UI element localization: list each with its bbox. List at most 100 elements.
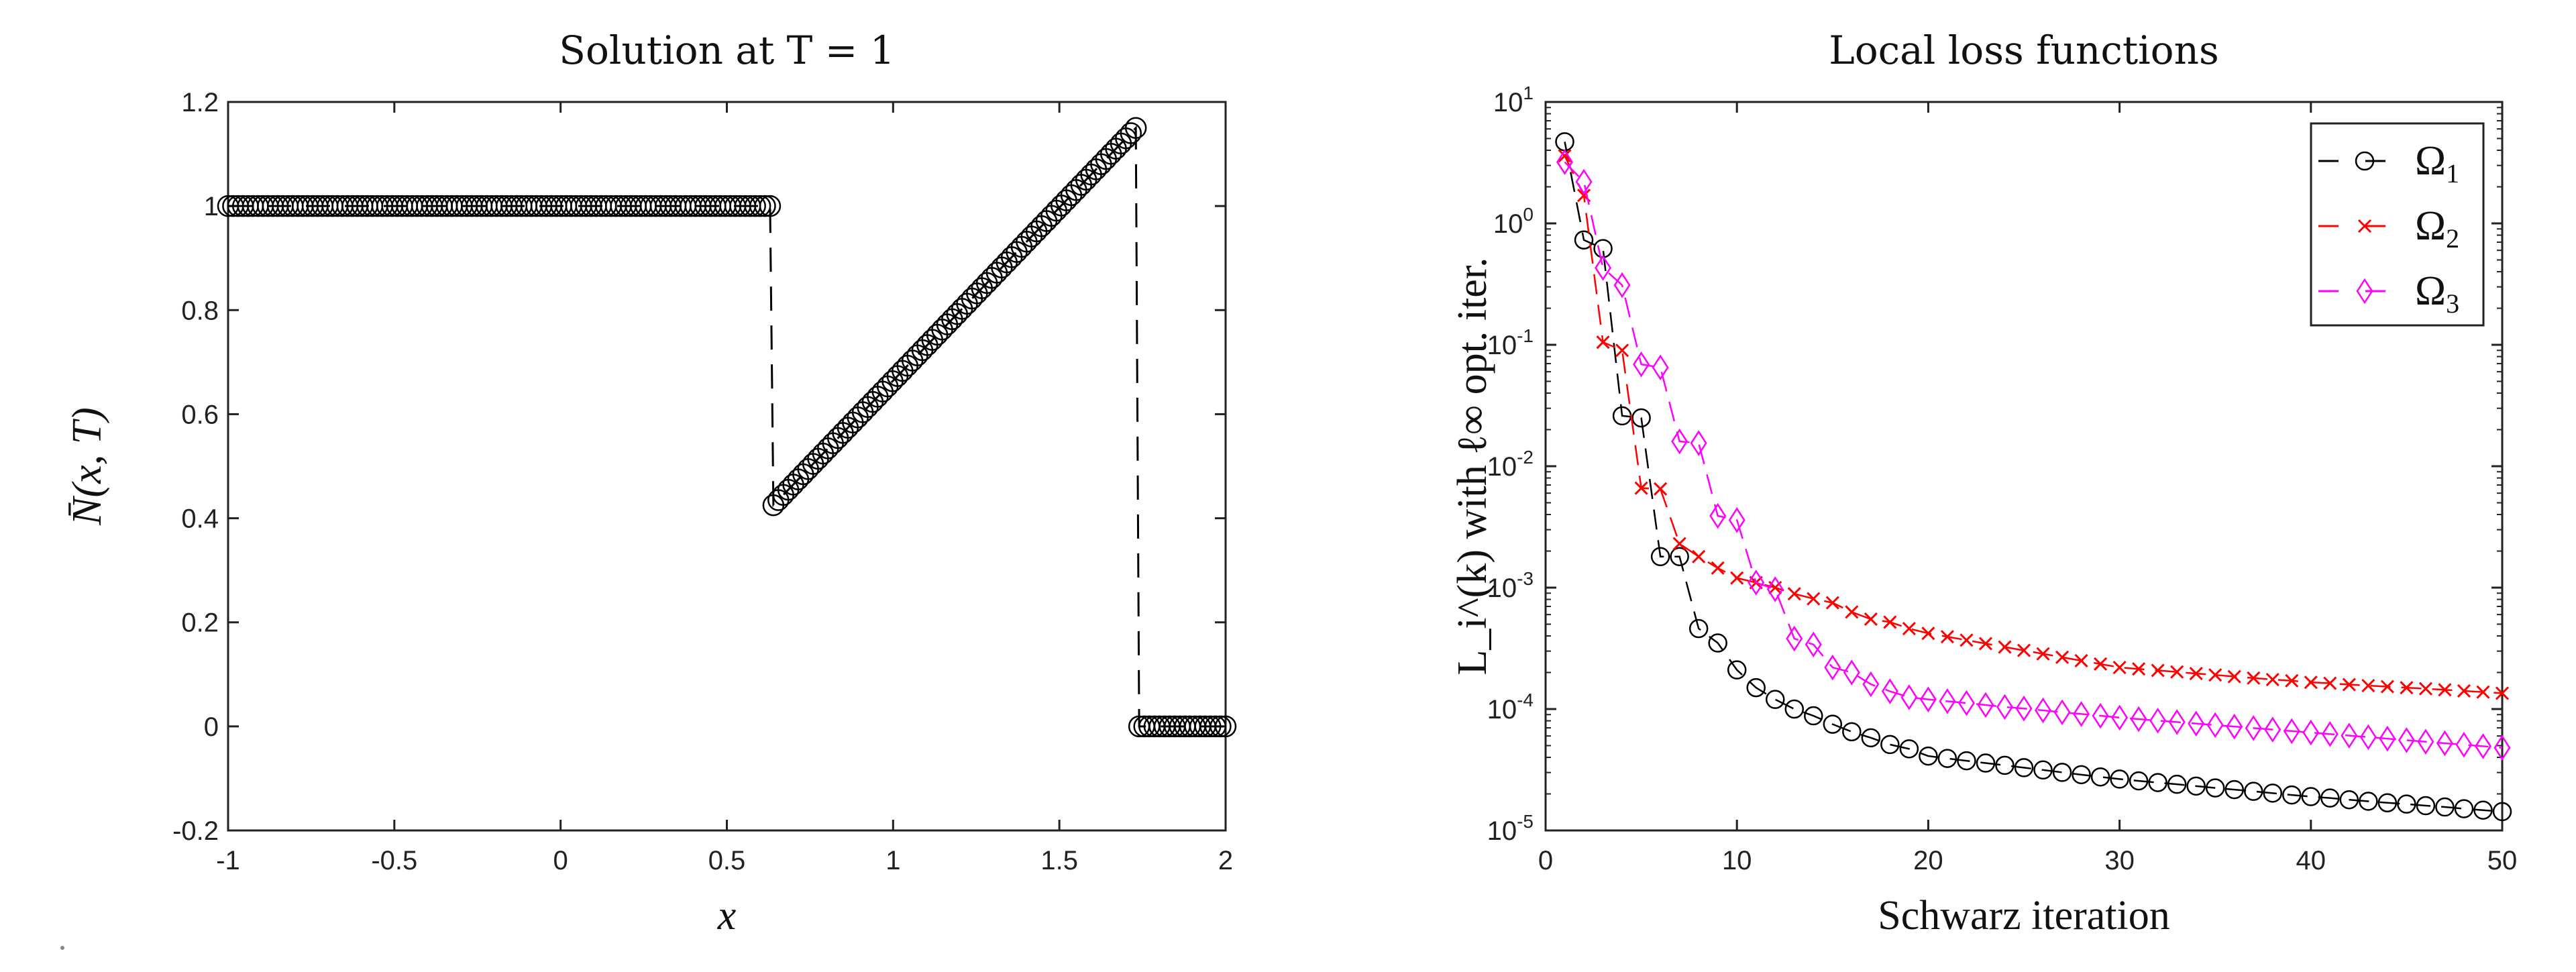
legend-label: Ω3 [2415, 268, 2459, 319]
x-tick-label: 1 [885, 846, 900, 875]
data-point [2285, 673, 2299, 688]
data-point [1825, 596, 1839, 610]
data-point [1730, 571, 1744, 585]
series-line [228, 125, 1226, 728]
data-point [2492, 802, 2512, 822]
y-tick-label: 0.2 [181, 608, 219, 638]
y-tick-label: 10-4 [1487, 690, 1534, 724]
data-point [2342, 678, 2356, 692]
data-point [1688, 618, 1709, 639]
y-axis-label: N̄(x, T) [64, 407, 110, 526]
data-point [1727, 660, 1747, 680]
legend: Ω1 Ω2 Ω3 [2310, 122, 2485, 327]
data-point [1120, 122, 1142, 144]
data-point [1899, 739, 1919, 759]
data-point [2170, 665, 2184, 679]
data-point [1845, 605, 1859, 619]
data-point [2072, 765, 2091, 785]
y-tick-label: 1.2 [181, 88, 219, 117]
x-tick-label: 20 [1913, 846, 1943, 875]
data-point [2416, 796, 2436, 816]
data-point [2092, 702, 2109, 729]
data-point [2245, 715, 2262, 741]
data-point [2282, 785, 2302, 805]
data-point [2074, 653, 2088, 668]
data-point [1709, 502, 1727, 529]
x-tick-label: 1.5 [1040, 846, 1078, 875]
data-point [1766, 576, 1784, 602]
data-point [1765, 690, 1785, 709]
data-point [1977, 692, 1994, 718]
data-point [749, 195, 771, 217]
x-tick-label: 30 [2104, 846, 2135, 875]
data-point [2417, 728, 2434, 755]
data-point [1650, 547, 1670, 567]
x-tick-label: 50 [2487, 846, 2518, 875]
data-point [1214, 715, 1237, 738]
data-point [2455, 731, 2473, 758]
series-line [1564, 155, 2503, 694]
data-point [2132, 662, 2146, 676]
data-point [2454, 799, 2474, 818]
data-point [1670, 547, 1689, 567]
data-point [1204, 715, 1227, 738]
x-tick-label: 0 [553, 846, 568, 875]
data-point [759, 195, 782, 217]
data-point [2302, 719, 2320, 746]
data-point [754, 195, 776, 217]
data-point [1919, 746, 1938, 766]
series-1 [1555, 132, 2512, 822]
data-point [1596, 335, 1610, 349]
data-point [2227, 669, 2241, 684]
data-point [2090, 767, 2110, 787]
data-point [2053, 699, 2071, 726]
data-point [1957, 751, 1976, 771]
data-point [1960, 633, 1974, 647]
data-point [2188, 710, 2205, 737]
data-point [2495, 686, 2510, 700]
data-point [2206, 712, 2224, 739]
data-point [1786, 625, 1803, 652]
data-point [2130, 706, 2147, 733]
x-tick-label: -0.5 [371, 846, 417, 875]
data-point [1748, 570, 1765, 596]
legend-label: Ω1 [2415, 138, 2459, 188]
data-point [1575, 168, 1593, 195]
data-point [2151, 663, 2165, 678]
data-point [2341, 722, 2358, 749]
y-tick-label: 10-3 [1487, 568, 1534, 603]
data-point [1558, 149, 1572, 163]
x-tick-label: 2 [1218, 846, 1233, 875]
legend-marker [2357, 219, 2372, 233]
data-point [1843, 659, 1860, 686]
series-3 [1556, 149, 2511, 761]
data-point [1995, 755, 2015, 775]
y-tick-label: -0.2 [172, 816, 219, 846]
data-point [1900, 684, 1918, 710]
data-point [1996, 694, 2013, 720]
data-point [2111, 704, 2129, 731]
data-point [2380, 680, 2394, 694]
data-point [2435, 797, 2455, 817]
data-point [2110, 769, 2129, 789]
data-point [2398, 727, 2415, 753]
data-point [1654, 482, 1668, 496]
data-point [2094, 657, 2108, 671]
data-point [2418, 682, 2432, 696]
data-point [1937, 749, 1957, 768]
data-point [1556, 149, 1574, 175]
data-point [1692, 549, 1706, 563]
data-point [1199, 715, 1222, 738]
data-point [1919, 686, 1937, 712]
series-line [1564, 161, 2503, 749]
data-point [1864, 612, 1878, 627]
data-point [1784, 699, 1805, 719]
loss-y-axis-label: L_i^(k) with ℓ∞ opt. iter. [1450, 257, 1495, 675]
data-point [2400, 681, 2414, 695]
data-point [1615, 343, 1629, 358]
data-point [2055, 650, 2070, 664]
data-point [2474, 733, 2491, 759]
data-point [2036, 647, 2050, 661]
data-point [1574, 230, 1594, 250]
